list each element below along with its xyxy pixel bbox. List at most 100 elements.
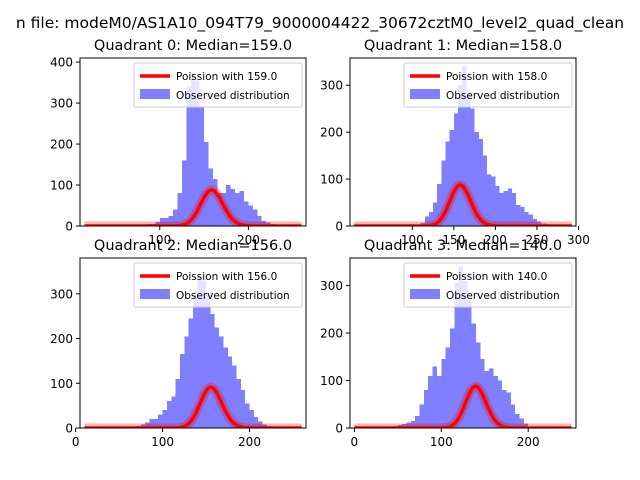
chart-panel-0: 100 200 0 100 200 300 400 Quadrant 0: Median=15…	[50, 38, 307, 247]
chart-legend: Poission with 140.0 Observed distribution	[403, 262, 573, 308]
histogram-bar	[491, 176, 496, 226]
histogram-bar	[179, 354, 185, 428]
histogram-bar	[519, 418, 524, 428]
chart-panel-3: 0 100 200 0 100 200 300 Quadrant 3: Median=140.…	[320, 238, 577, 449]
legend-label-fit: Poission with 140.0	[446, 271, 547, 283]
histogram-bar	[487, 174, 492, 226]
figure-suptitle: n file: modeM0/AS1A10_094T79_9000004422_…	[16, 14, 624, 33]
histogram-bar	[173, 209, 178, 226]
legend-hist-swatch	[140, 89, 170, 99]
y-tick-label: 200	[50, 332, 73, 346]
histogram-bar	[453, 113, 459, 226]
histogram-bar	[201, 280, 207, 428]
histogram-bar	[210, 313, 215, 428]
y-tick-label: 100	[320, 173, 343, 187]
histogram-bar	[171, 396, 176, 428]
histogram-bar	[402, 424, 407, 428]
histogram-bar	[186, 86, 191, 226]
poisson-fit-line	[83, 385, 303, 428]
histogram-bar	[235, 193, 240, 226]
axes-frame	[79, 57, 307, 227]
histogram-bar	[489, 368, 494, 428]
histogram-bar	[493, 375, 498, 428]
histogram-bar	[428, 211, 434, 226]
y-tick-label: 300	[50, 287, 73, 301]
chart-plot-area	[350, 266, 576, 428]
axes-frame	[79, 257, 307, 429]
legend-label-observed: Observed distribution	[446, 290, 560, 302]
axes-frame	[349, 57, 577, 227]
histogram-bar	[471, 323, 477, 428]
histogram-bar	[474, 132, 479, 226]
histogram-bar	[478, 139, 483, 226]
histogram-bar	[510, 404, 516, 428]
chart-title: Quadrant 1: Median=158.0	[364, 38, 562, 54]
legend-frame	[403, 262, 573, 308]
histogram-bar	[257, 215, 262, 226]
legend-label-observed: Observed distribution	[176, 290, 290, 302]
histogram-bar	[239, 191, 244, 226]
legend-frame	[403, 62, 573, 108]
histogram-bar	[159, 217, 165, 226]
histogram-bar	[145, 422, 150, 428]
chart-plot-area	[80, 72, 306, 226]
histogram-bar	[499, 193, 504, 226]
x-tick-label: 200	[484, 233, 507, 247]
histogram-bar	[512, 193, 517, 226]
y-tick-label: 200	[320, 126, 343, 140]
histogram-bar	[223, 347, 228, 428]
histogram-bar	[466, 94, 471, 226]
histogram-bar	[502, 390, 507, 428]
histogram-bar	[166, 401, 172, 428]
histogram-bar	[484, 371, 490, 428]
histogram-bar	[497, 380, 503, 428]
histogram-bar	[441, 160, 446, 226]
histogram-bar	[230, 189, 236, 226]
histogram-bar	[432, 366, 437, 428]
histogram-bar	[158, 414, 163, 428]
y-tick-label: 300	[320, 79, 343, 93]
histogram-bar	[410, 420, 416, 428]
histogram-bar	[214, 327, 220, 428]
x-tick-label: 300	[567, 233, 590, 247]
histogram-bar	[536, 221, 542, 226]
chart-legend: Poission with 159.0 Observed distribution	[133, 62, 303, 108]
histogram-bar	[532, 218, 537, 226]
chart-title: Quadrant 0: Median=159.0	[94, 38, 292, 54]
histogram-bar	[437, 183, 442, 226]
x-tick-label: 200	[237, 233, 260, 247]
legend-label-observed: Observed distribution	[446, 90, 560, 102]
chart-legend: Poission with 156.0 Observed distribution	[133, 262, 303, 308]
histogram-bar	[419, 404, 424, 428]
histogram-bar	[463, 280, 468, 428]
histogram-bar	[252, 209, 258, 226]
histogram-bar	[524, 211, 529, 226]
histogram-bar	[445, 347, 450, 428]
histogram-bar	[454, 283, 459, 428]
legend-label-observed: Observed distribution	[176, 90, 290, 102]
histogram-bar	[249, 410, 254, 428]
axes-frame	[349, 257, 577, 429]
legend-hist-swatch	[410, 289, 440, 299]
y-tick-label: 300	[320, 279, 343, 293]
histogram-bar	[449, 328, 455, 428]
x-tick-label: 100	[148, 233, 171, 247]
y-tick-label: 300	[50, 97, 73, 111]
histogram-bar	[516, 204, 521, 226]
histogram-bar	[433, 202, 438, 226]
histogram-bar	[406, 422, 411, 428]
histogram-bar	[149, 419, 154, 428]
histogram-bar	[482, 155, 488, 226]
histogram-bar	[253, 416, 259, 428]
histogram-bar	[140, 424, 146, 428]
histogram-bar	[261, 221, 267, 226]
histogram-bar	[503, 190, 508, 226]
chart-title: Quadrant 2: Median=156.0	[94, 238, 292, 254]
histogram-bar	[175, 378, 180, 428]
histogram-bar	[219, 336, 224, 428]
y-tick-label: 0	[335, 422, 343, 436]
histogram-bar	[153, 419, 159, 428]
chart-panel-1: 100 150 200 250 300 0 100 200 300 Quadrant 1: Med…	[320, 38, 590, 247]
y-tick-label: 0	[335, 220, 343, 234]
